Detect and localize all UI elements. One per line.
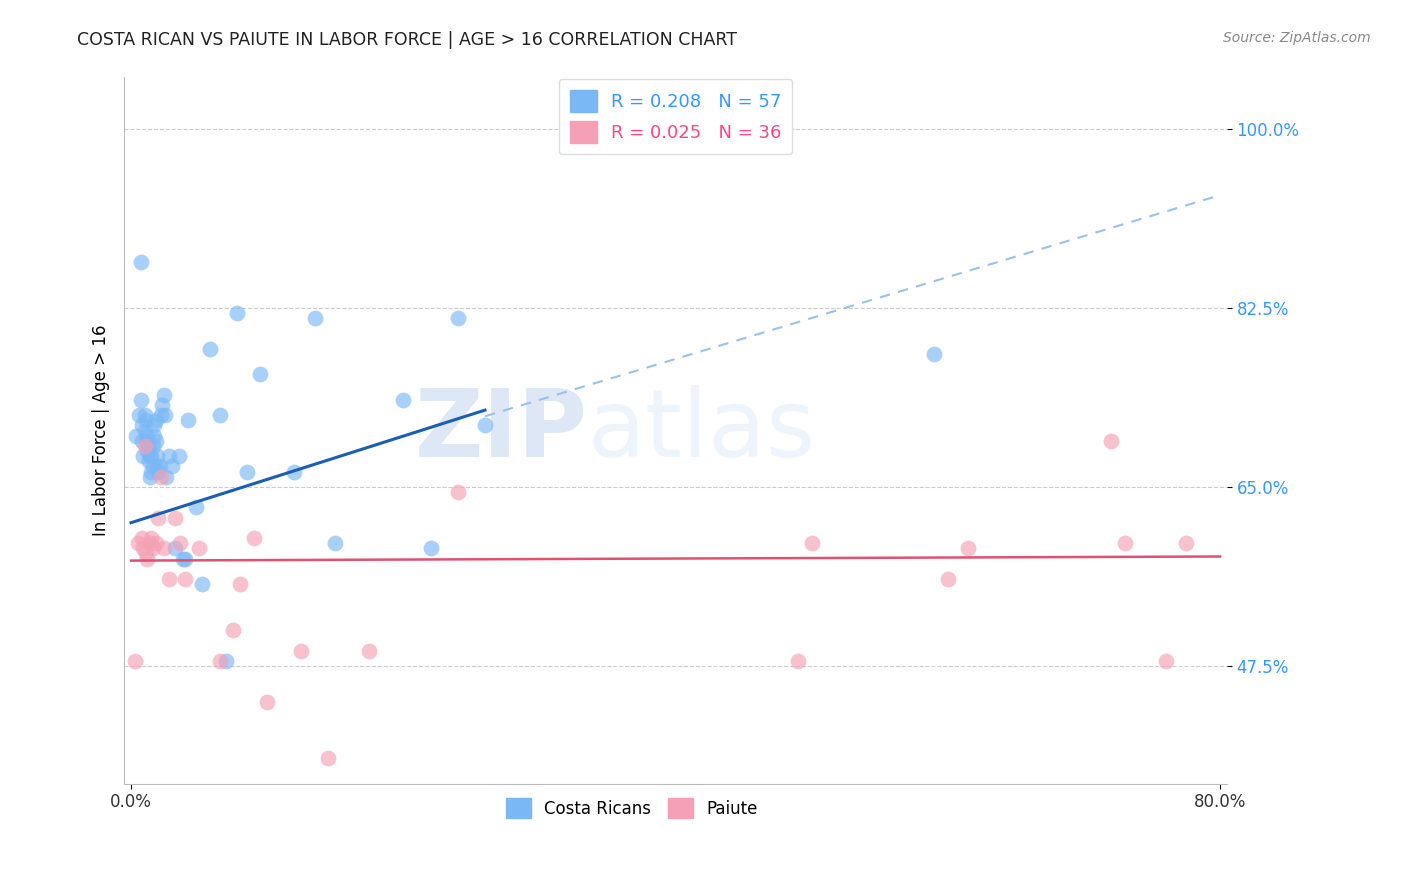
Point	[1114, 536, 1136, 550]
Point	[142, 541, 165, 556]
Point	[146, 449, 169, 463]
Point	[134, 424, 156, 438]
Point	[138, 439, 160, 453]
Point	[787, 654, 810, 668]
Point	[142, 459, 165, 474]
Point	[474, 418, 496, 433]
Point	[215, 654, 238, 668]
Point	[198, 342, 221, 356]
Point	[139, 449, 162, 463]
Legend: Costa Ricans, Paiute: Costa Ricans, Paiute	[499, 791, 763, 825]
Point	[143, 428, 166, 442]
Y-axis label: In Labor Force | Age > 16: In Labor Force | Age > 16	[93, 325, 110, 536]
Point	[145, 413, 167, 427]
Point	[392, 392, 415, 407]
Point	[149, 459, 172, 474]
Point	[136, 444, 159, 458]
Point	[152, 541, 174, 556]
Point	[157, 572, 180, 586]
Point	[129, 254, 152, 268]
Point	[163, 541, 186, 556]
Point	[136, 428, 159, 442]
Point	[134, 439, 156, 453]
Point	[125, 428, 148, 442]
Point	[145, 434, 167, 448]
Point	[150, 398, 173, 412]
Point	[135, 413, 157, 427]
Point	[1099, 434, 1122, 448]
Point	[141, 465, 163, 479]
Point	[139, 469, 162, 483]
Point	[131, 418, 153, 433]
Point	[138, 454, 160, 468]
Point	[447, 485, 470, 500]
Point	[160, 459, 183, 474]
Point	[167, 449, 190, 463]
Point	[149, 469, 172, 483]
Point	[922, 347, 945, 361]
Point	[256, 695, 278, 709]
Point	[169, 536, 191, 550]
Point	[135, 434, 157, 448]
Point	[136, 551, 159, 566]
Point	[222, 623, 245, 637]
Point	[141, 531, 163, 545]
Point	[129, 392, 152, 407]
Point	[141, 449, 163, 463]
Point	[149, 409, 172, 423]
Point	[186, 500, 208, 515]
Point	[142, 439, 165, 453]
Point	[235, 465, 257, 479]
Point	[174, 551, 197, 566]
Point	[188, 541, 211, 556]
Point	[208, 654, 231, 668]
Point	[936, 572, 959, 586]
Text: ZIP: ZIP	[415, 384, 588, 476]
Point	[191, 577, 214, 591]
Point	[145, 536, 167, 550]
Point	[290, 643, 312, 657]
Point	[134, 409, 156, 423]
Point	[229, 577, 252, 591]
Point	[323, 536, 346, 550]
Point	[131, 531, 153, 545]
Point	[143, 418, 166, 433]
Point	[957, 541, 980, 556]
Text: atlas: atlas	[588, 384, 815, 476]
Point	[208, 409, 231, 423]
Point	[139, 536, 162, 550]
Point	[226, 306, 249, 320]
Point	[124, 654, 146, 668]
Point	[163, 510, 186, 524]
Point	[177, 413, 200, 427]
Point	[359, 643, 381, 657]
Text: Source: ZipAtlas.com: Source: ZipAtlas.com	[1223, 31, 1371, 45]
Point	[135, 546, 157, 560]
Point	[304, 310, 326, 325]
Point	[1154, 654, 1177, 668]
Point	[249, 368, 271, 382]
Point	[419, 541, 441, 556]
Point	[155, 469, 177, 483]
Point	[447, 310, 470, 325]
Point	[1175, 536, 1198, 550]
Point	[172, 551, 194, 566]
Point	[242, 531, 264, 545]
Point	[146, 459, 169, 474]
Point	[318, 751, 340, 765]
Point	[128, 409, 150, 423]
Point	[157, 449, 180, 463]
Point	[132, 541, 155, 556]
Point	[148, 465, 170, 479]
Text: COSTA RICAN VS PAIUTE IN LABOR FORCE | AGE > 16 CORRELATION CHART: COSTA RICAN VS PAIUTE IN LABOR FORCE | A…	[77, 31, 737, 49]
Point	[153, 409, 176, 423]
Point	[283, 465, 305, 479]
Point	[800, 536, 823, 550]
Point	[152, 388, 174, 402]
Point	[131, 434, 153, 448]
Point	[132, 449, 155, 463]
Point	[148, 510, 170, 524]
Point	[127, 536, 149, 550]
Point	[174, 572, 197, 586]
